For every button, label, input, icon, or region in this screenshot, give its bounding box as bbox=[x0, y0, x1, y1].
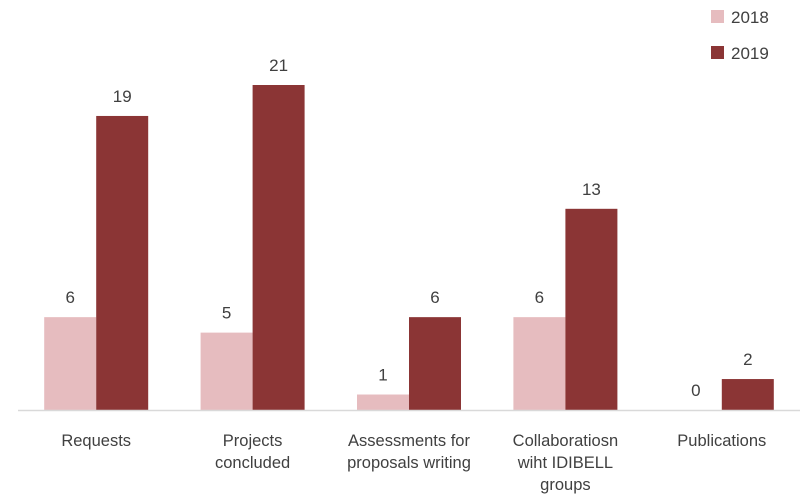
bars bbox=[44, 85, 774, 410]
bar-2018-0 bbox=[44, 317, 96, 410]
value-label-2018-4: 0 bbox=[691, 381, 700, 400]
legend-swatch-2019 bbox=[711, 46, 724, 59]
category-label-0: Requests bbox=[61, 432, 131, 450]
value-label-2019-4: 2 bbox=[743, 350, 752, 369]
bar-2019-0 bbox=[96, 116, 148, 410]
legend: 2018 2019 bbox=[711, 8, 769, 63]
value-label-2018-3: 6 bbox=[535, 288, 544, 307]
value-label-2019-1: 21 bbox=[269, 56, 288, 75]
value-label-2019-3: 13 bbox=[582, 180, 601, 199]
value-label-2019-2: 6 bbox=[430, 288, 439, 307]
value-label-2018-2: 1 bbox=[378, 366, 387, 385]
value-label-2018-0: 6 bbox=[65, 288, 74, 307]
bar-2019-2 bbox=[409, 317, 461, 410]
legend-label-2018: 2018 bbox=[731, 8, 769, 27]
bar-2019-1 bbox=[253, 85, 305, 410]
bar-2019-3 bbox=[565, 209, 617, 410]
bar-2018-3 bbox=[513, 317, 565, 410]
legend-label-2019: 2019 bbox=[731, 44, 769, 63]
bar-2018-1 bbox=[201, 333, 253, 410]
bar-2018-2 bbox=[357, 395, 409, 410]
legend-swatch-2018 bbox=[711, 10, 724, 23]
category-label-2: Assessments for proposals writing bbox=[347, 432, 471, 472]
bar-2019-4 bbox=[722, 379, 774, 410]
category-label-1: Projects concluded bbox=[215, 432, 290, 472]
category-labels: Requests Projects concluded Assessments for… bbox=[61, 432, 766, 494]
value-label-2018-1: 5 bbox=[222, 304, 231, 323]
category-label-3: Collaboratiosn wiht IDIBELL groups bbox=[513, 432, 618, 494]
category-label-4: Publications bbox=[677, 432, 766, 450]
value-label-2019-0: 19 bbox=[113, 87, 132, 106]
